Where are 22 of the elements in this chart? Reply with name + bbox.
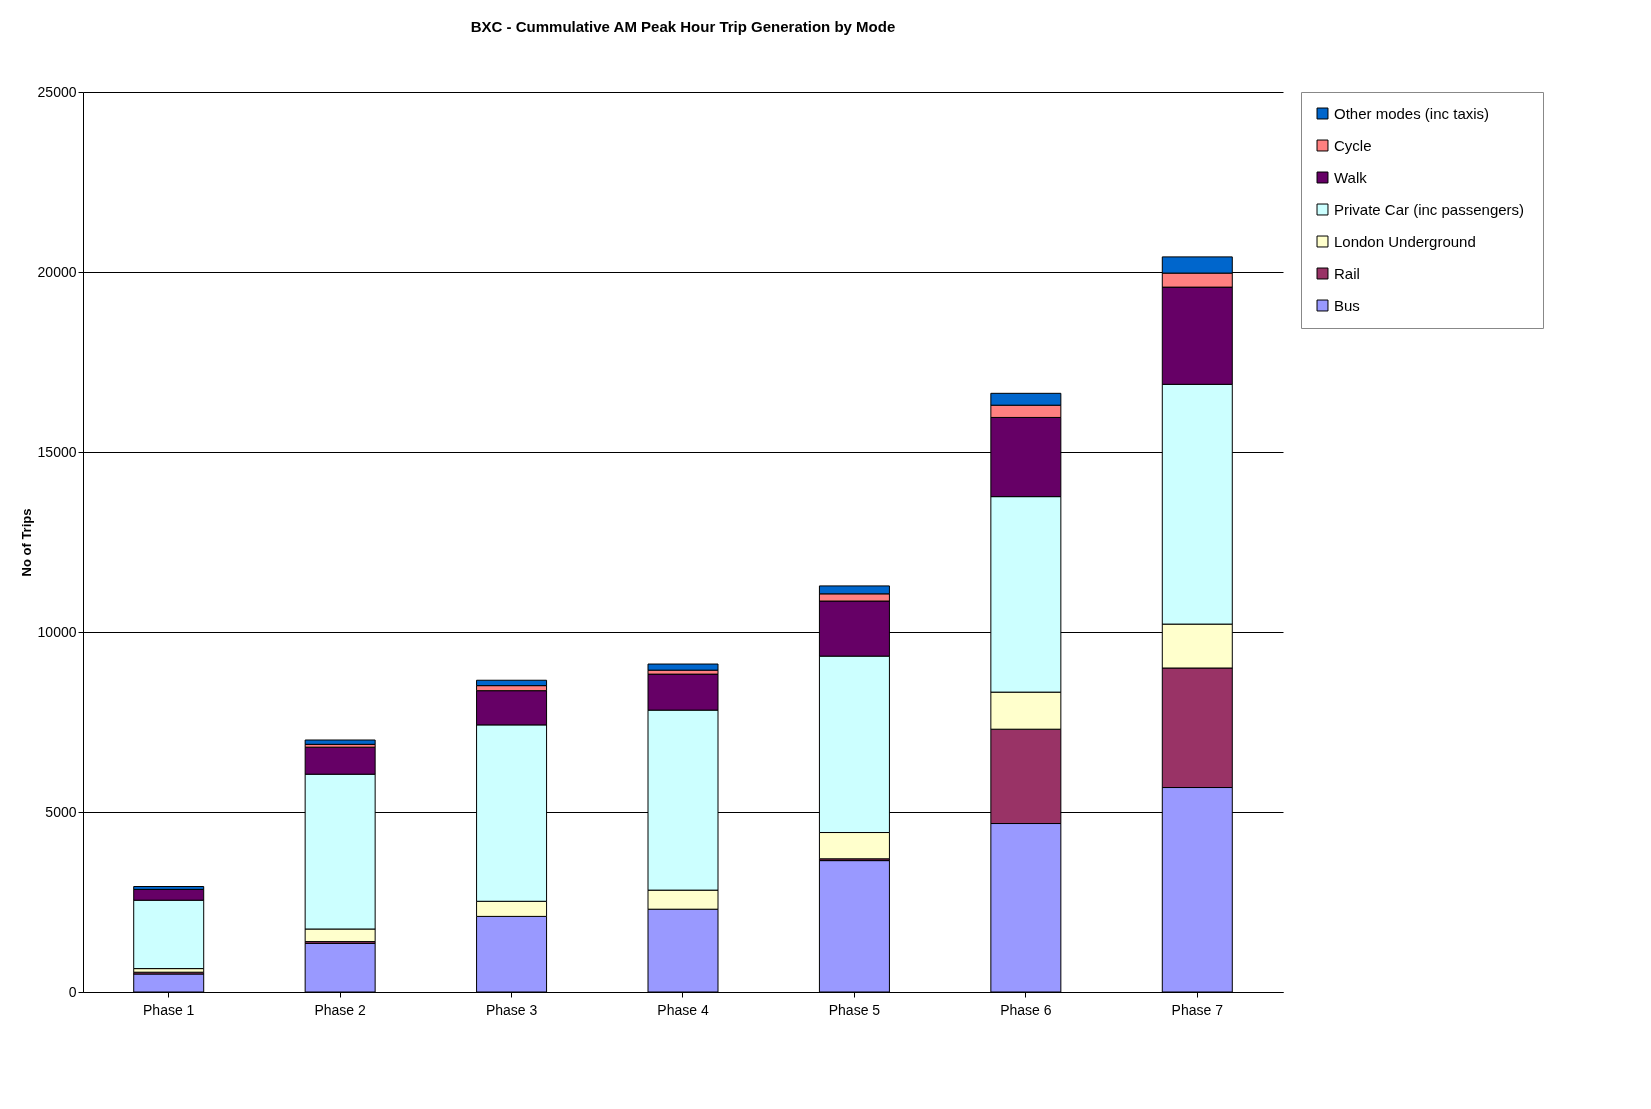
y-tick-label: 5000 bbox=[45, 803, 77, 820]
y-tick-label: 10000 bbox=[37, 623, 77, 640]
legend-label: Bus bbox=[1334, 296, 1360, 314]
y-axis-title: No of Trips bbox=[18, 508, 34, 577]
x-tick-label: Phase 5 bbox=[828, 1001, 881, 1018]
y-tick-label: 25000 bbox=[37, 83, 77, 100]
legend-label: Private Car (inc passengers) bbox=[1334, 200, 1525, 218]
y-tick-label: 20000 bbox=[37, 263, 77, 280]
x-tick-label: Phase 3 bbox=[485, 1001, 538, 1018]
legend-label: Rail bbox=[1334, 264, 1360, 282]
y-tick-label: 15000 bbox=[37, 443, 77, 460]
x-tick-label: Phase 6 bbox=[1000, 1001, 1052, 1018]
x-tick-label: Phase 7 bbox=[1171, 1001, 1224, 1018]
legend-label: Cycle bbox=[1334, 136, 1372, 154]
legend-label: Walk bbox=[1334, 168, 1368, 186]
x-tick-label: Phase 2 bbox=[314, 1001, 367, 1018]
x-tick-label: Phase 4 bbox=[657, 1001, 709, 1018]
x-tick-label: Phase 1 bbox=[143, 1001, 195, 1018]
legend-label: London Underground bbox=[1334, 232, 1476, 250]
y-tick-label: 0 bbox=[68, 983, 77, 1000]
chart-title: BXC - Cummulative AM Peak Hour Trip Generation by Mode bbox=[470, 18, 896, 35]
legend-label: Other modes (inc taxis) bbox=[1334, 104, 1490, 122]
